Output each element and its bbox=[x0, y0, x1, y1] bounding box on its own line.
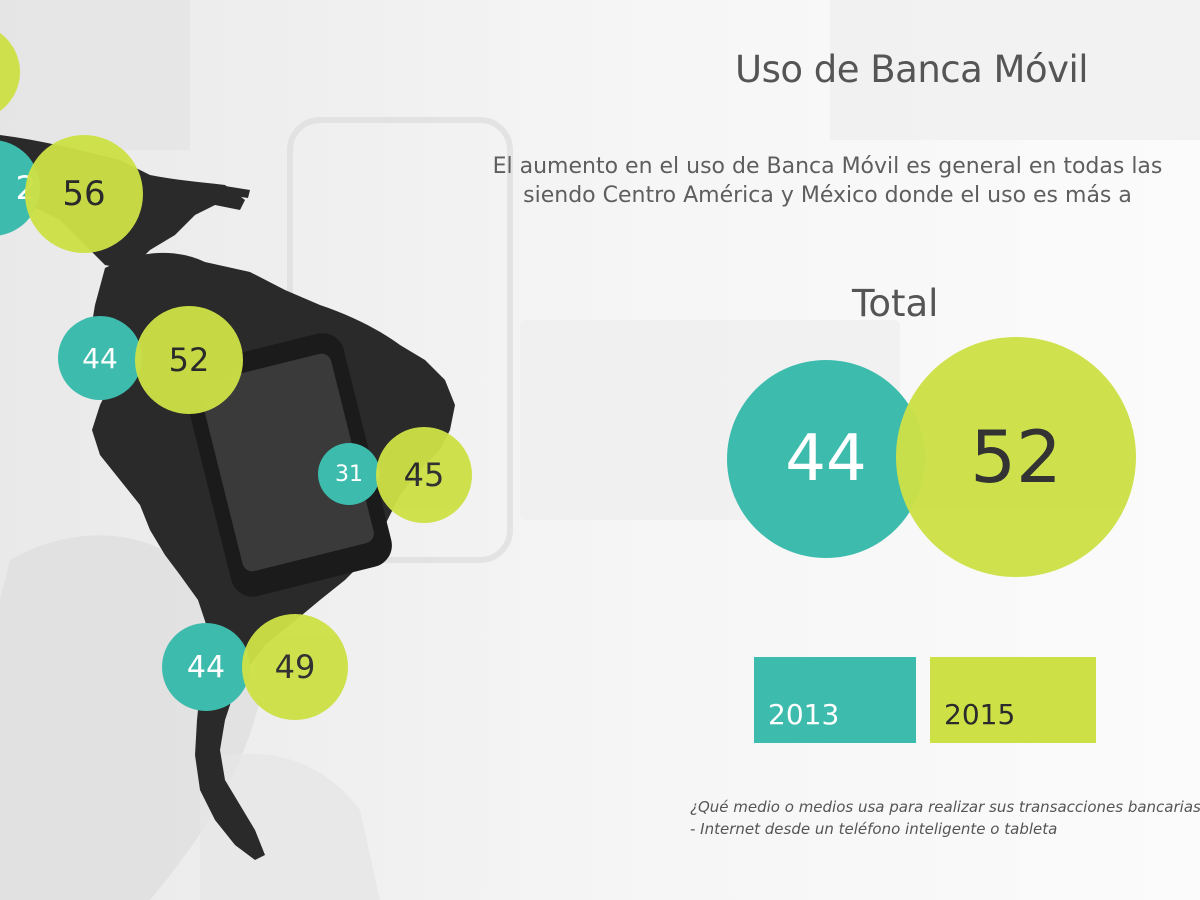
region-circle-2013: 44 bbox=[162, 623, 250, 711]
region-value-2015: 49 bbox=[274, 648, 316, 686]
legend-2015: 2015 bbox=[930, 657, 1096, 743]
region-circle-2015: 56 bbox=[25, 135, 143, 253]
total-label: Total bbox=[852, 282, 939, 325]
legend-label-2013: 2013 bbox=[768, 698, 840, 731]
total-value-2015: 52 bbox=[970, 415, 1062, 499]
region-value-2013: 44 bbox=[82, 341, 118, 375]
region-value-2015: 56 bbox=[62, 174, 106, 214]
region-value-2013: 44 bbox=[186, 649, 226, 685]
total-circle-2015: 52 bbox=[896, 337, 1136, 577]
region-circle-2013: 44 bbox=[58, 316, 142, 400]
region-value-2015: 52 bbox=[168, 341, 210, 379]
description-line: El aumento en el uso de Banca Móvil es g… bbox=[492, 154, 1163, 179]
footnote-question: ¿Qué medio o medios usa para realizar su… bbox=[690, 798, 1200, 816]
region-circle-2015: 49 bbox=[242, 614, 348, 720]
legend-label-2015: 2015 bbox=[944, 698, 1016, 731]
legend-2013: 2013 bbox=[754, 657, 916, 743]
region-value-2013: 31 bbox=[335, 461, 363, 487]
total-value-2013: 44 bbox=[785, 422, 867, 496]
description-text: El aumento en el uso de Banca Móvil es g… bbox=[455, 152, 1200, 232]
page-title: Uso de Banca Móvil bbox=[735, 48, 1089, 91]
footnote-answer: - Internet desde un teléfono inteligente… bbox=[690, 820, 1058, 838]
region-value-2015: 45 bbox=[403, 456, 445, 494]
footnote: ¿Qué medio o medios usa para realizar su… bbox=[690, 796, 1200, 848]
region-circle-2015: 45 bbox=[376, 427, 472, 523]
region-circle-2013: 31 bbox=[318, 443, 380, 505]
description-line: siendo Centro América y México donde el … bbox=[523, 183, 1132, 208]
total-circle-2013: 44 bbox=[727, 360, 925, 558]
region-circle-2015: 52 bbox=[135, 306, 243, 414]
